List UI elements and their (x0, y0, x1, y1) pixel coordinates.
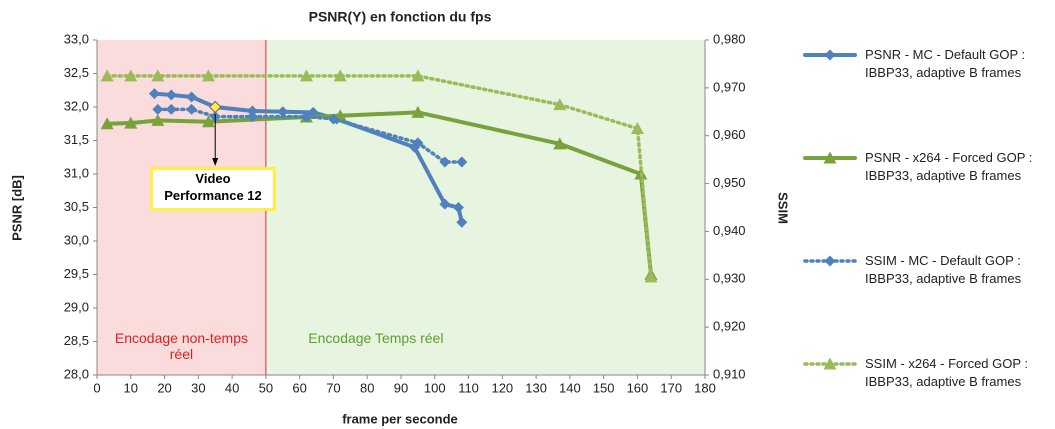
y-tick-label: 29,0 (64, 299, 89, 314)
marker (100, 69, 114, 82)
region (265, 40, 705, 375)
arrow-head (212, 158, 219, 166)
y-tick-label: 33,0 (64, 31, 89, 46)
marker (186, 103, 198, 115)
y2-tick-label: 0,910 (713, 366, 746, 381)
chart-title: PSNR(Y) en fonction du fps (309, 9, 492, 25)
x-tick-label: 90 (394, 380, 408, 395)
x-tick-label: 20 (157, 380, 171, 395)
marker (148, 88, 160, 100)
marker (151, 113, 165, 126)
marker (630, 122, 644, 135)
x-tick-label: 130 (525, 380, 547, 395)
marker (151, 69, 165, 82)
y2-tick-label: 0,920 (713, 319, 746, 334)
marker (246, 111, 258, 123)
marker (201, 115, 215, 128)
legend-label: PSNR - MC - Default GOP : IBBP33, adapti… (865, 47, 1026, 80)
marker (300, 111, 312, 123)
legend-label: PSNR - x264 - Forced GOP : IBBP33, adapt… (865, 150, 1033, 183)
region-label: Encodage non-temps réel (114, 330, 248, 362)
y-axis-label: PSNR [dB] (9, 175, 24, 241)
marker (201, 69, 215, 82)
x-tick-label: 60 (292, 380, 306, 395)
marker (823, 151, 837, 164)
series-line (105, 74, 653, 279)
marker (411, 69, 425, 82)
marker (333, 69, 347, 82)
x-tick-label: 50 (259, 380, 273, 395)
y-tick-label: 30,0 (64, 232, 89, 247)
x-tick-label: 140 (559, 380, 581, 395)
marker (277, 106, 289, 118)
x-tick-label: 30 (191, 380, 205, 395)
marker (439, 198, 451, 210)
y-tick-label: 31,0 (64, 165, 89, 180)
x-tick-label: 80 (360, 380, 374, 395)
marker (209, 100, 222, 114)
marker (824, 49, 836, 61)
marker (327, 113, 339, 125)
marker (246, 105, 258, 117)
marker (411, 105, 425, 118)
annotation-line: Video (195, 171, 231, 186)
y-tick-label: 29,5 (64, 266, 89, 281)
x-tick-label: 120 (491, 380, 513, 395)
marker (412, 137, 424, 149)
y-tick-label: 30,5 (64, 199, 89, 214)
marker (452, 202, 464, 213)
y-tick-label: 28,5 (64, 333, 89, 348)
marker (553, 137, 567, 150)
x-tick-label: 0 (93, 380, 100, 395)
x-tick-label: 170 (660, 380, 682, 395)
x-tick-label: 40 (225, 380, 239, 395)
marker (152, 103, 164, 115)
y2-tick-label: 0,950 (713, 175, 746, 190)
marker (456, 216, 468, 228)
region-label: Encodage Temps réel (308, 330, 444, 346)
x-tick-label: 10 (124, 380, 138, 395)
marker (439, 156, 451, 168)
series-line (105, 110, 653, 277)
marker (823, 357, 837, 370)
y2-tick-label: 0,970 (713, 79, 746, 94)
x-tick-label: 100 (424, 380, 446, 395)
x-tick-label: 150 (593, 380, 615, 395)
series-line (156, 107, 464, 164)
y-tick-label: 32,0 (64, 98, 89, 113)
annotation: Video Performance 12 (150, 167, 276, 211)
x-tick-label: 160 (627, 380, 649, 395)
marker (165, 103, 177, 115)
y2-tick-label: 0,940 (713, 223, 746, 238)
marker (644, 270, 658, 283)
marker (553, 98, 567, 111)
x-tick-label: 70 (326, 380, 340, 395)
y2-axis-label: SSIM (776, 192, 791, 224)
marker (186, 91, 198, 103)
y2-tick-label: 0,960 (713, 127, 746, 142)
marker (165, 89, 177, 101)
marker (124, 116, 138, 129)
legend-label: SSIM - MC - Default GOP : IBBP33, adapti… (865, 253, 1022, 286)
legend-label: SSIM - x264 - Forced GOP : IBBP33, adapt… (865, 356, 1029, 389)
marker (299, 69, 313, 82)
marker (456, 156, 468, 168)
marker (824, 255, 836, 267)
y2-tick-label: 0,980 (713, 31, 746, 46)
y-tick-label: 32,5 (64, 65, 89, 80)
y-tick-label: 31,5 (64, 132, 89, 147)
x-axis-label: frame per seconde (342, 411, 458, 426)
x-tick-label: 180 (694, 380, 716, 395)
marker (124, 69, 138, 82)
marker (100, 117, 114, 130)
y-tick-label: 28,0 (64, 366, 89, 381)
x-tick-label: 110 (458, 380, 479, 395)
annotation-line: Performance 12 (164, 188, 262, 203)
y2-tick-label: 0,930 (713, 271, 746, 286)
